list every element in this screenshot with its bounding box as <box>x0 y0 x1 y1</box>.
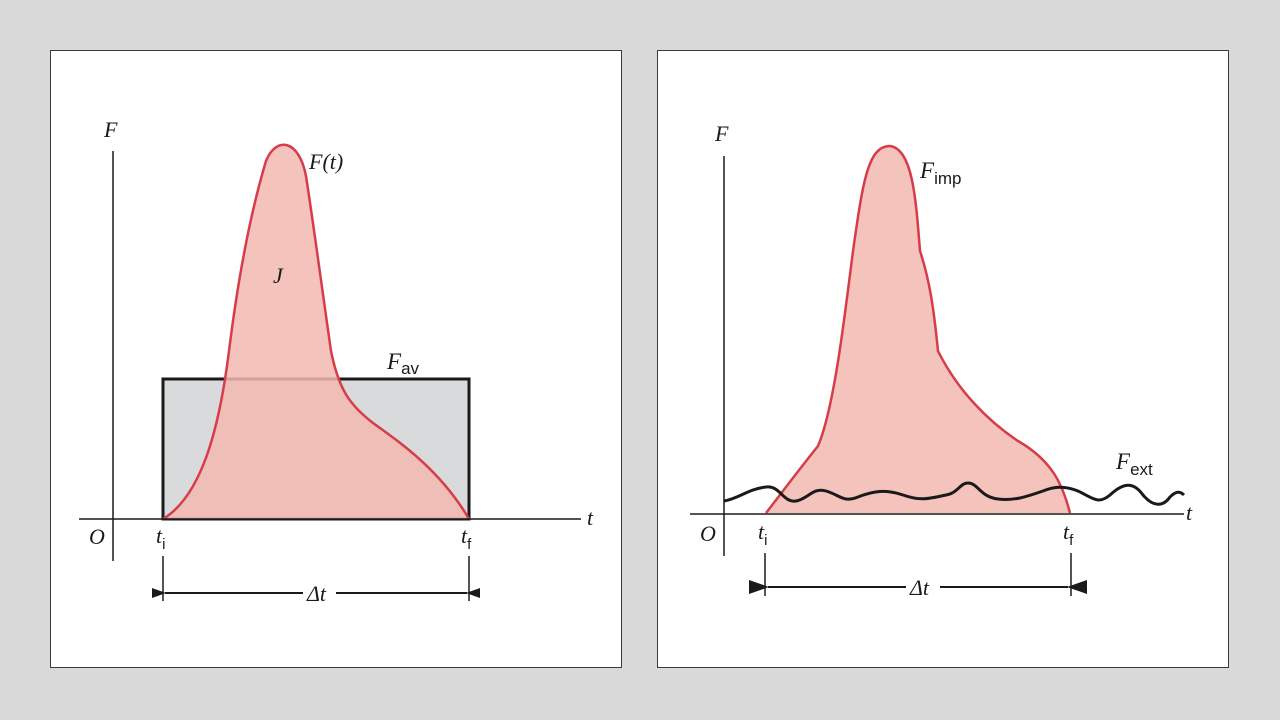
right-diagram: F t O Fimp Fext ti tf Δt <box>690 121 1193 600</box>
t-final-label: tf <box>1063 519 1074 549</box>
right-diagram-panel: F t O Fimp Fext ti tf Δt <box>657 50 1229 668</box>
left-diagram-panel: F t O F(t) J Fav ti tf Δt <box>50 50 622 668</box>
area-label: J <box>273 263 284 288</box>
impulsive-force-curve <box>765 144 1072 514</box>
force-curve <box>162 143 471 521</box>
impulse-area <box>163 144 469 520</box>
x-axis-label: t <box>587 505 594 530</box>
t-final-label: tf <box>461 523 472 553</box>
t-initial-label: ti <box>758 519 767 549</box>
origin-label: O <box>700 521 716 546</box>
average-force-label: Fav <box>386 349 420 378</box>
origin-label: O <box>89 524 105 549</box>
y-axis-label: F <box>714 121 729 146</box>
interval-label: Δt <box>306 581 327 606</box>
t-initial-label: ti <box>156 523 165 553</box>
left-diagram: F t O F(t) J Fav ti tf Δt <box>79 117 594 606</box>
x-axis-label: t <box>1186 500 1193 525</box>
interval-label: Δt <box>909 575 930 600</box>
curve-label: F(t) <box>308 149 343 174</box>
impulsive-force-area <box>766 146 1070 513</box>
y-axis-label: F <box>103 117 118 142</box>
external-force-curve <box>723 481 1186 506</box>
impulsive-force-label: Fimp <box>919 158 961 188</box>
external-force-label: Fext <box>1115 449 1153 479</box>
